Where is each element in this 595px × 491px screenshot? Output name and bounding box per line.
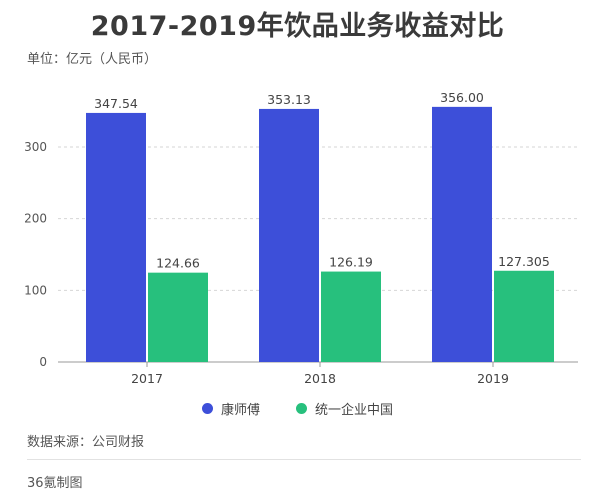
bar [321, 271, 381, 362]
data-label: 347.54 [94, 96, 138, 111]
data-source: 数据来源：公司财报 [27, 435, 145, 450]
chart-title: 2017-2019年饮品业务收益对比 [90, 11, 505, 42]
data-label: 356.00 [440, 90, 484, 105]
legend-label: 康师傅 [220, 403, 260, 418]
y-tick-label: 300 [24, 140, 47, 154]
bar [259, 108, 319, 363]
credit: 36氪制图 [27, 476, 83, 491]
legend-item-series-0: 康师傅 [201, 399, 260, 418]
legend-marker-icon [201, 403, 213, 414]
data-label: 126.19 [329, 255, 373, 270]
data-label: 353.13 [267, 92, 311, 107]
y-tick-label: 200 [24, 212, 47, 226]
y-tick-label: 0 [39, 355, 47, 369]
y-tick-label: 100 [24, 283, 47, 297]
unit-label: 单位：亿元（人民币） [27, 52, 158, 67]
bar [86, 112, 146, 363]
x-tick-label: 2018 [304, 371, 336, 386]
x-tick-label: 2017 [131, 371, 163, 386]
legend-item-series-1: 统一企业中国 [296, 399, 393, 418]
bar [432, 106, 492, 362]
bar-chart: 0 100 200 300 347.54 124.66 2017 353.13 126.19 20… [24, 90, 578, 386]
data-label: 127.305 [498, 254, 550, 269]
legend-marker-icon [296, 403, 307, 414]
legend: 康师傅 统一企业中国 [0, 399, 595, 418]
x-tick-label: 2019 [477, 371, 509, 386]
legend-label: 统一企业中国 [315, 403, 394, 418]
bar [148, 272, 208, 362]
bar [494, 270, 554, 362]
data-label: 124.66 [156, 256, 200, 271]
divider [27, 459, 581, 460]
